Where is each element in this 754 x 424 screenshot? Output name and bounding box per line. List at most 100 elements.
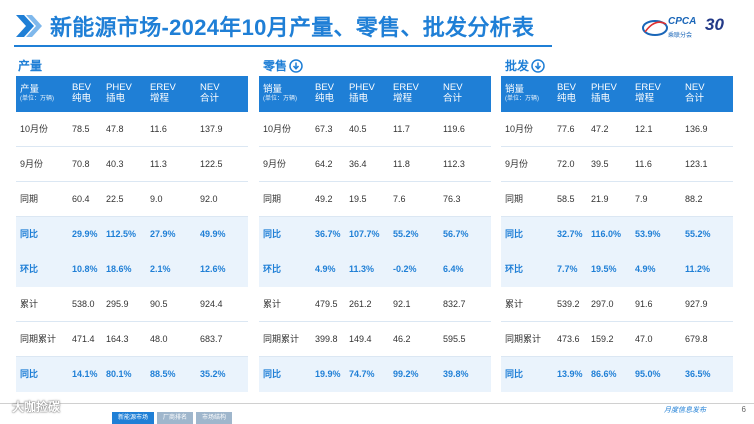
header-desc: 合计	[200, 93, 220, 104]
table-cell: 136.9	[685, 123, 708, 134]
logo-anniversary: 30	[705, 15, 724, 34]
table-row: 环比 10.8% 18.6% 2.1% 12.6%	[16, 252, 248, 287]
table-header-row: 产量 (单位：万辆) BEV 纯电 PHEV 插电 EREV 增程 NEV 合计	[16, 76, 248, 112]
header-code: NEV	[443, 82, 463, 94]
table-cell: 88.2	[685, 193, 703, 204]
table-cell: 同期	[263, 193, 282, 204]
header-code: PHEV	[591, 82, 617, 94]
table-cell: 99.2%	[393, 369, 419, 380]
table-cell: 39.8%	[443, 369, 469, 380]
table-cell: 29.9%	[72, 229, 98, 240]
double-chevron-icon	[14, 13, 44, 39]
footer-tab-nev[interactable]: 新能源市场	[112, 412, 155, 424]
table-cell: 261.2	[349, 298, 372, 309]
table-cell: 123.1	[685, 158, 708, 169]
table-cell: 58.5	[557, 193, 575, 204]
table-row: 10月份 78.5 47.8 11.6 137.9	[16, 112, 248, 147]
table-cell: 10月份	[505, 123, 534, 134]
header-code: BEV	[557, 82, 577, 94]
table-cell: 60.4	[72, 193, 90, 204]
table-cell: 累计	[20, 298, 39, 309]
table-header-row: 销量 (单位：万辆) BEV 纯电 PHEV 插电 EREV 增程 NEV 合计	[259, 76, 491, 112]
table-row: 同期累计 471.4 164.3 48.0 683.7	[16, 322, 248, 357]
table-cell: 11.2%	[685, 264, 711, 275]
table-cell: 同期累计	[505, 333, 542, 344]
header-cell: PHEV 插电	[102, 82, 146, 105]
table-cell: 同比	[505, 229, 524, 240]
header-metric-label: 销量	[505, 84, 525, 96]
header-cell: NEV 合计	[673, 82, 733, 105]
header-desc: 增程	[635, 93, 655, 104]
table-cell: 595.5	[443, 333, 466, 344]
header-cell: BEV 纯电	[311, 82, 345, 105]
table-cell: 159.2	[591, 333, 614, 344]
table-cell: 46.2	[393, 333, 411, 344]
table-cell: 47.0	[635, 333, 653, 344]
logo-sub: 乘联分会	[668, 33, 693, 39]
table-cell: 55.2%	[393, 229, 419, 240]
table-cell: 同期	[20, 193, 39, 204]
table-cell: 11.3	[150, 158, 167, 169]
table-cell: 47.2	[591, 123, 609, 134]
header-cell: NEV 合计	[188, 82, 248, 105]
table-cell: 88.5%	[150, 369, 176, 380]
table-cell: 112.3	[443, 158, 465, 169]
table-cell: 72.0	[557, 158, 575, 169]
title-underline	[14, 45, 552, 47]
footer-tab-structure[interactable]: 市场结构	[196, 412, 233, 424]
cpca-logo-icon	[642, 20, 668, 36]
table-cell: 53.9%	[635, 229, 661, 240]
table-cell: 7.9	[635, 193, 648, 204]
header-code: EREV	[635, 82, 661, 94]
table-cell: 10月份	[20, 123, 49, 134]
table-row: 同比 19.9% 74.7% 99.2% 39.8%	[259, 357, 491, 392]
table-cell: 119.6	[443, 123, 465, 134]
table-cell: 累计	[263, 298, 282, 309]
table-row: 9月份 64.2 36.4 11.8 112.3	[259, 147, 491, 182]
header-code: BEV	[72, 82, 92, 94]
table-cell: 56.7%	[443, 229, 469, 240]
table-row: 同比 32.7% 116.0% 53.9% 55.2%	[501, 217, 733, 252]
header-cell: BEV 纯电	[553, 82, 587, 105]
table-cell: 47.8	[106, 123, 124, 134]
header-unit-label: (单位：万辆)	[20, 96, 54, 103]
table-cell: 同比	[263, 229, 282, 240]
header-cell: PHEV 插电	[587, 82, 631, 105]
retail-table: 销量 (单位：万辆) BEV 纯电 PHEV 插电 EREV 增程 NEV 合计 10月份 67.3 4…	[259, 76, 491, 392]
table-cell: 36.4	[349, 158, 367, 169]
section-label-text: 产量	[18, 59, 43, 73]
header-desc: 插电	[106, 93, 126, 104]
table-cell: 36.5%	[685, 369, 711, 380]
header-desc: 纯电	[557, 93, 577, 104]
table-cell: 55.2%	[685, 229, 711, 240]
table-cell: 64.2	[315, 158, 333, 169]
header-cell: BEV 纯电	[68, 82, 102, 105]
table-cell: 49.9%	[200, 229, 226, 240]
table-cell: 90.5	[150, 298, 168, 309]
table-cell: -0.2%	[393, 264, 417, 275]
table-cell: 11.8	[393, 158, 410, 169]
table-cell: 74.7%	[349, 369, 375, 380]
table-cell: 36.7%	[315, 229, 341, 240]
table-cell: 295.9	[106, 298, 129, 309]
header-cell: NEV 合计	[431, 82, 491, 105]
watermark: 大咖捡碳	[12, 400, 61, 414]
table-cell: 399.8	[315, 333, 338, 344]
table-cell: 164.3	[106, 333, 129, 344]
table-cell: 同期	[505, 193, 524, 204]
table-header-row: 销量 (单位：万辆) BEV 纯电 PHEV 插电 EREV 增程 NEV 合计	[501, 76, 733, 112]
table-row: 累计 479.5 261.2 92.1 832.7	[259, 287, 491, 322]
table-cell: 473.6	[557, 333, 580, 344]
table-cell: 10月份	[263, 123, 292, 134]
header-code: PHEV	[349, 82, 375, 94]
table-cell: 149.4	[349, 333, 372, 344]
footer-tabs: 新能源市场 厂商排名 市场结构	[112, 412, 235, 424]
footer-tab-ranking[interactable]: 厂商排名	[157, 412, 194, 424]
table-cell: 78.5	[72, 123, 90, 134]
table-cell: 12.1	[635, 123, 653, 134]
table-cell: 同期累计	[263, 333, 300, 344]
table-row: 环比 7.7% 19.5% 4.9% 11.2%	[501, 252, 733, 287]
table-row: 9月份 72.0 39.5 11.6 123.1	[501, 147, 733, 182]
table-cell: 122.5	[200, 158, 223, 169]
table-cell: 11.6	[150, 123, 167, 134]
